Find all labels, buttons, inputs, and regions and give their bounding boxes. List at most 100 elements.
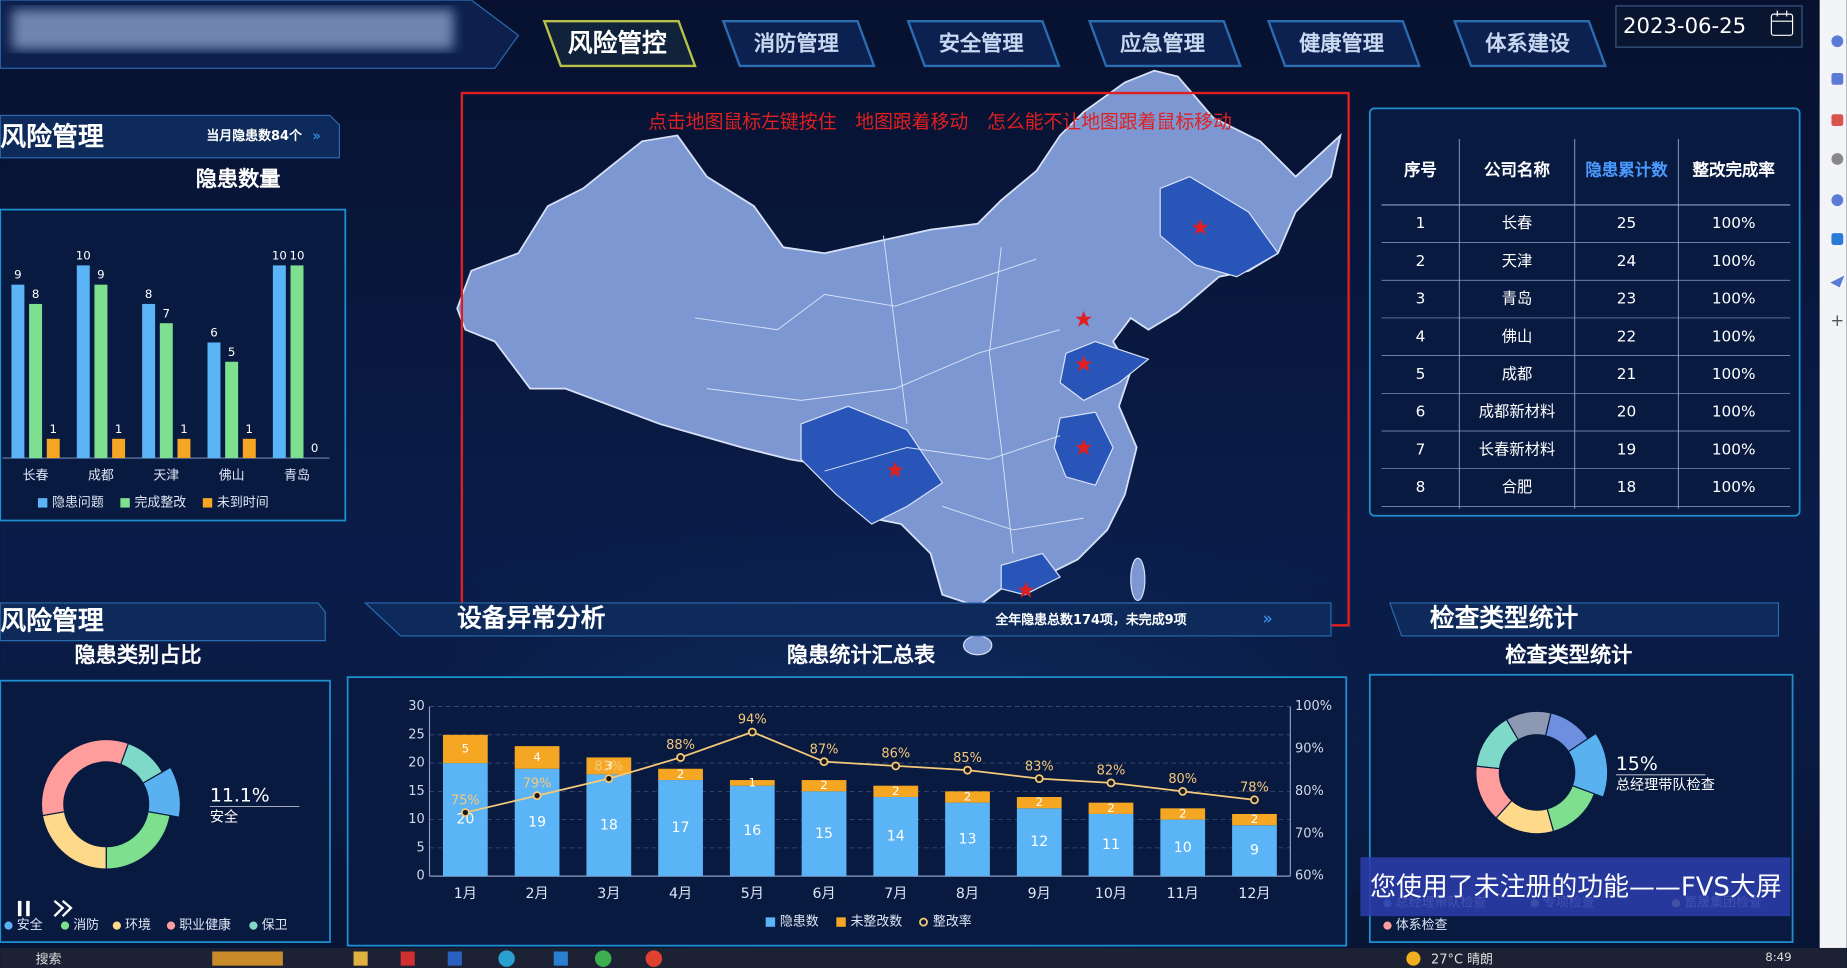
nav-tab[interactable] (906, 20, 1061, 68)
y2-tick-label: 70% (1295, 826, 1324, 841)
y2-tick-label: 60% (1295, 869, 1324, 884)
taskbar-search[interactable]: 搜索 (36, 952, 62, 967)
data-label: 10 (272, 248, 287, 262)
bar (1160, 819, 1206, 877)
line-point (1034, 774, 1044, 784)
table-box (1368, 107, 1801, 517)
x-tick-label: 3月 (597, 886, 620, 902)
line-point (1106, 778, 1116, 788)
table-cell: 19 (1617, 440, 1636, 458)
chart-title: 隐患类别占比 (74, 642, 201, 667)
data-label: 1 (115, 422, 123, 436)
map-borders (694, 235, 1084, 554)
nav-tab[interactable] (721, 20, 876, 68)
nav-tab[interactable] (1266, 20, 1421, 68)
bar (658, 780, 703, 877)
x-tick-label: 长春 (23, 468, 49, 483)
line-point (963, 765, 972, 775)
legend-marker (112, 921, 121, 930)
svg-text:+: + (1830, 311, 1844, 330)
nav-label: 健康管理 (1299, 31, 1384, 56)
line-label: 83% (1025, 759, 1054, 774)
line-point (532, 791, 542, 801)
blurred-logo (12, 9, 454, 50)
bar (586, 774, 632, 877)
data-label: 16 (743, 823, 761, 839)
line (465, 731, 1255, 814)
x-tick-label: 7月 (884, 886, 907, 902)
data-label: 11 (1102, 837, 1120, 853)
bar (46, 438, 60, 459)
bar-stack (1160, 808, 1206, 820)
bar (225, 361, 239, 459)
data-label: 2 (677, 767, 685, 781)
panel-title: 风险管理 (0, 121, 104, 152)
data-label: 19 (528, 814, 546, 830)
pie-slice (142, 766, 182, 818)
nav-tab[interactable] (1452, 20, 1608, 68)
data-label: 10 (76, 248, 91, 262)
y2-tick-label: 100% (1295, 699, 1332, 714)
data-label: 0 (311, 441, 319, 455)
line-point (1178, 786, 1188, 796)
line-label: 88% (666, 738, 695, 753)
data-label: 9 (14, 268, 22, 282)
x-tick-label: 9月 (1028, 886, 1051, 902)
table-cell: 佛山 (1502, 327, 1533, 345)
chart-title: 隐患统计汇总表 (787, 642, 936, 667)
taskbar-weather: 27°C 晴朗 (1431, 952, 1493, 967)
table-cell: 20 (1617, 403, 1636, 421)
data-label: 9 (1250, 843, 1259, 859)
data-label: 2 (1179, 806, 1187, 820)
panel-header (0, 114, 340, 159)
legend-marker (60, 921, 70, 930)
table-cell: 100% (1712, 214, 1756, 232)
bar (242, 438, 256, 459)
table-header: 序号 (1404, 160, 1437, 179)
legend-label: 完成整改 (134, 495, 186, 510)
pie-slice (1567, 732, 1609, 798)
table-cell: 18 (1617, 478, 1636, 496)
data-label: 2 (820, 778, 828, 792)
data-label: 1 (246, 422, 254, 436)
table-cell: 100% (1712, 440, 1756, 458)
data-label: 13 (959, 831, 977, 847)
data-label: 2 (964, 790, 971, 804)
nav-label: 消防管理 (754, 31, 839, 56)
bar-stack (1088, 802, 1134, 814)
sidebar-icons: + (1830, 35, 1845, 330)
legend-swatch (120, 498, 130, 508)
bar-stack (1232, 813, 1277, 826)
table-header: 隐患累计数 (1585, 160, 1668, 179)
data-label: 15 (815, 826, 833, 842)
data-label: 17 (672, 820, 690, 836)
bar (272, 265, 286, 459)
hainan (962, 635, 993, 656)
bar (1232, 825, 1277, 877)
table-cell: 1 (1416, 214, 1426, 232)
nav-tab[interactable] (1087, 20, 1242, 68)
data-label: 1 (49, 422, 57, 436)
bar-stack (658, 768, 703, 781)
data-label: 2 (1107, 801, 1115, 815)
date: 2023-06-25 (1623, 13, 1746, 38)
data-label: 6 (210, 326, 218, 340)
legend-label: 隐患数 (780, 915, 819, 930)
legend-label: 安全 (17, 917, 43, 933)
data-label: 4 (533, 750, 541, 764)
calendar-icon (1770, 10, 1794, 36)
panel-title: 检查类型统计 (1430, 603, 1579, 632)
y2-tick-label: 90% (1295, 741, 1324, 756)
line-point (819, 757, 829, 767)
line-label: 85% (953, 751, 982, 766)
legend-marker (4, 921, 13, 930)
bar (76, 265, 90, 459)
carousel-controls[interactable] (17, 899, 73, 918)
chevron: » (312, 129, 321, 145)
data-label: 5 (228, 345, 236, 359)
bar-stack (514, 746, 560, 769)
data-label: 9 (97, 268, 105, 282)
x-tick-label: 8月 (956, 886, 979, 902)
nav-tab[interactable] (542, 20, 697, 68)
